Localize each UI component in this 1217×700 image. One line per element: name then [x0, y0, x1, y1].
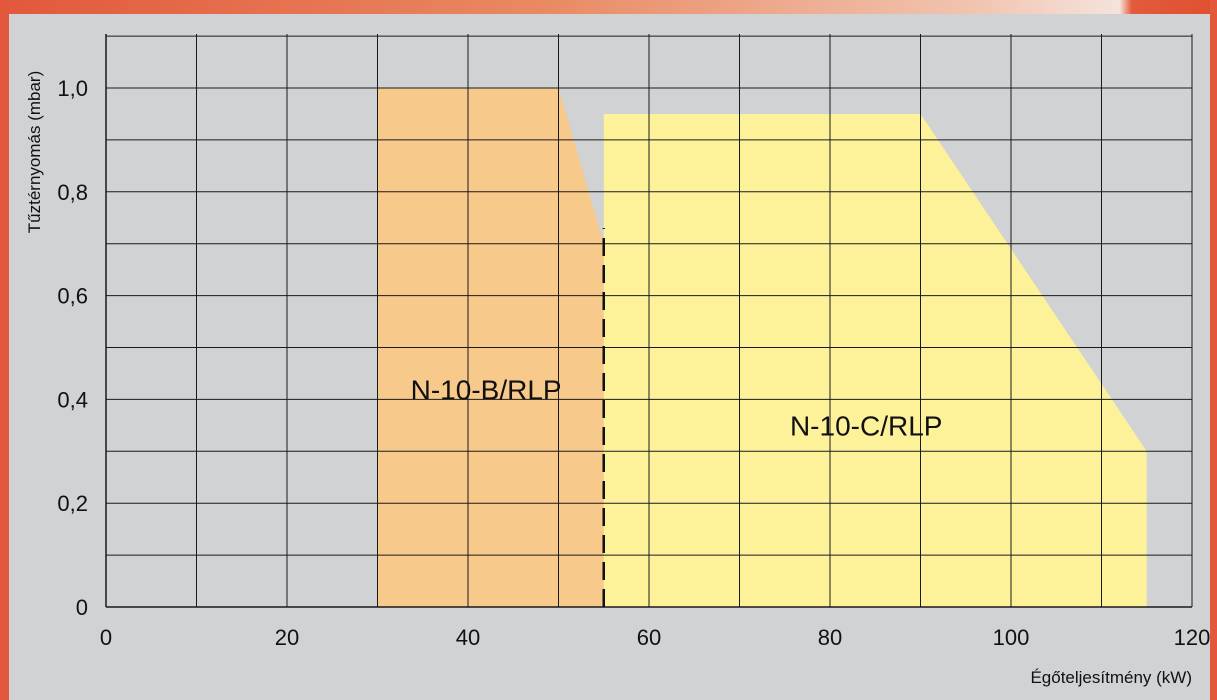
top-accent-band	[0, 0, 1217, 14]
left-accent-band	[0, 0, 9, 700]
y-tick-label: 0,6	[57, 284, 88, 309]
x-tick-label: 40	[456, 625, 480, 650]
x-tick-label: 80	[818, 625, 842, 650]
y-axis-title: Tűztérnyomás (mbar)	[25, 71, 44, 233]
x-tick-label: 60	[637, 625, 661, 650]
x-tick-label: 120	[1174, 625, 1211, 650]
x-tick-label: 100	[993, 625, 1030, 650]
x-axis-title: Égőteljesítmény (kW)	[1030, 668, 1192, 687]
region-label-n-10-c-rlp: N-10-C/RLP	[790, 411, 942, 442]
y-tick-label: 0,8	[57, 180, 88, 205]
y-tick-label: 1,0	[57, 76, 88, 101]
y-tick-label: 0	[76, 595, 88, 620]
region-label-n-10-b-rlp: N-10-B/RLP	[411, 374, 562, 405]
x-tick-label: 20	[275, 625, 299, 650]
y-tick-label: 0,4	[57, 387, 88, 412]
x-tick-label: 0	[100, 625, 112, 650]
region-n-10-c-rlp	[603, 113, 1147, 607]
right-accent-band	[1210, 0, 1217, 700]
y-tick-label: 0,2	[57, 491, 88, 516]
